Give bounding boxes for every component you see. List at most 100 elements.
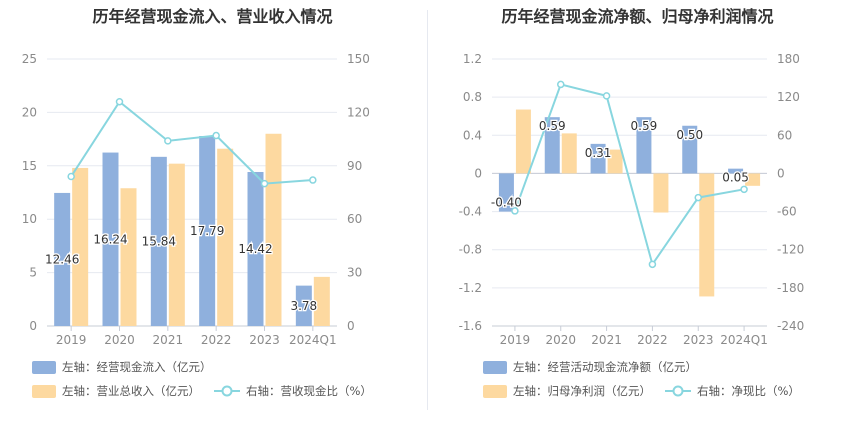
y-right-tick-label: 0 xyxy=(347,319,355,333)
line-point xyxy=(557,80,565,89)
legend-label: 右轴：净现比（%） xyxy=(697,384,800,398)
x-tick-label: 2024Q1 xyxy=(289,333,337,347)
panel-divider xyxy=(427,10,428,410)
data-label: 0.50 xyxy=(676,128,703,142)
legend-label: 左轴：营业总收入（亿元） xyxy=(62,384,200,398)
bar-primary xyxy=(199,136,216,326)
bar-secondary xyxy=(265,133,282,326)
legend-label: 左轴：经营活动现金流净额（亿元） xyxy=(513,360,697,374)
data-label: 3.78 xyxy=(290,299,317,313)
legend-row-2: 左轴：归母净利润（亿元） 右轴：净现比（%） xyxy=(483,383,814,399)
legend-swatch-bar-orange xyxy=(32,384,56,398)
legend-swatch-bar-orange xyxy=(483,384,507,398)
x-tick-label: 2021 xyxy=(153,333,184,347)
bar-secondary xyxy=(120,188,137,326)
y-left-tick-label: -0.4 xyxy=(459,205,482,219)
legend-row-2: 左轴：营业总收入（亿元） 右轴：营收现金比（%） xyxy=(32,383,386,399)
y-left-tick-label: 0 xyxy=(474,166,482,180)
x-tick-label: 2020 xyxy=(104,333,135,347)
bar-secondary xyxy=(515,109,531,174)
data-label: -0.40 xyxy=(491,196,522,210)
bar-primary xyxy=(102,152,119,326)
legend-item-cash-inflow[interactable]: 左轴：经营现金流入（亿元） xyxy=(32,359,212,375)
legend-item-operating-net-cash[interactable]: 左轴：经营活动现金流净额（亿元） xyxy=(483,359,697,375)
legend-label: 左轴：归母净利润（亿元） xyxy=(513,384,651,398)
x-tick-label: 2020 xyxy=(545,333,576,347)
line-point xyxy=(511,207,519,215)
line-point xyxy=(309,176,317,184)
legend-item-revenue-cash-ratio[interactable]: 右轴：营收现金比（%） xyxy=(214,383,372,399)
y-left-tick-label: 0.8 xyxy=(463,90,482,104)
legend-row-1: 左轴：经营活动现金流净额（亿元） xyxy=(483,359,711,375)
bar-primary xyxy=(54,192,71,326)
line-point xyxy=(602,92,611,100)
legend-swatch-bar-blue xyxy=(483,360,507,374)
y-right-tick-label: 60 xyxy=(777,128,792,142)
line-series xyxy=(70,100,313,185)
bar-primary xyxy=(295,285,312,326)
y-right-tick-label: -120 xyxy=(777,243,804,257)
y-left-tick-label: 15 xyxy=(22,159,37,173)
line-point xyxy=(115,97,124,106)
y-left-tick-label: 10 xyxy=(22,212,37,226)
y-left-tick-label: 25 xyxy=(22,52,37,66)
data-label: 16.24 xyxy=(93,232,127,246)
bar-secondary xyxy=(561,133,577,174)
bar-secondary xyxy=(745,173,761,186)
y-right-tick-label: -60 xyxy=(777,205,797,219)
y-right-tick-label: 90 xyxy=(347,159,362,173)
chart-title: 历年经营现金流净额、归母净利润情况 xyxy=(501,7,774,26)
chart-panel-net-cash-profit: 历年经营现金流净额、归母净利润情况 -1.6 -1.2 -0.8 -0.4 0 0.4 0.… xyxy=(425,0,850,437)
bar-secondary xyxy=(217,148,234,326)
legend-item-net-cash-ratio[interactable]: 右轴：净现比（%） xyxy=(665,383,800,399)
data-label: 0.05 xyxy=(722,171,749,185)
data-label: 0.59 xyxy=(539,119,566,133)
bar-secondary xyxy=(607,149,623,174)
bar-secondary xyxy=(72,167,89,326)
bar-secondary xyxy=(653,173,669,213)
bar-primary xyxy=(150,156,167,326)
x-tick-label: 2019 xyxy=(500,333,531,347)
bar-primary xyxy=(590,143,606,174)
y-right-tick-label: -240 xyxy=(777,319,804,333)
y-left-tick-label: 0 xyxy=(29,319,37,333)
y-right-tick-label: -180 xyxy=(777,281,804,295)
y-right-tick-label: 30 xyxy=(347,266,362,280)
legend-swatch-bar-blue xyxy=(32,360,56,374)
x-tick-label: 2022 xyxy=(637,333,668,347)
y-left-tick-label: 0.4 xyxy=(463,128,482,142)
bar-primary xyxy=(682,125,698,174)
legend-swatch-line-icon xyxy=(214,385,240,397)
y-left-tick-label: -0.8 xyxy=(459,243,482,257)
data-label: 17.79 xyxy=(190,224,224,238)
data-label: 14.42 xyxy=(238,242,272,256)
line-point xyxy=(164,137,172,145)
bar-secondary xyxy=(699,173,715,297)
bar-secondary xyxy=(168,163,185,326)
line-point xyxy=(67,172,75,181)
bar-primary xyxy=(498,173,514,212)
line-point xyxy=(648,260,657,269)
line-point xyxy=(694,193,702,202)
y-right-tick-label: 120 xyxy=(777,90,800,104)
y-right-tick-label: 60 xyxy=(347,212,362,226)
x-tick-label: 2023 xyxy=(683,333,714,347)
line-point xyxy=(260,179,269,188)
y-right-tick-label: 180 xyxy=(777,52,800,66)
line-point xyxy=(740,185,748,194)
legend-item-revenue[interactable]: 左轴：营业总收入（亿元） xyxy=(32,383,200,399)
y-left-tick-label: -1.6 xyxy=(459,319,482,333)
y-left-tick-label: 5 xyxy=(29,266,37,280)
data-label: 15.84 xyxy=(142,234,176,248)
y-left-tick-label: 1.2 xyxy=(463,52,482,66)
bar-secondary xyxy=(313,276,330,326)
data-label: 0.59 xyxy=(631,119,658,133)
net-cash-profit-plot: -1.6-1.2-0.8-0.400.40.81.2-240-180-120-6… xyxy=(459,52,805,347)
legend-swatch-line-icon xyxy=(665,385,691,397)
legend-item-net-profit[interactable]: 左轴：归母净利润（亿元） xyxy=(483,383,651,399)
y-left-tick-label: -1.2 xyxy=(459,281,482,295)
bar-primary xyxy=(728,168,744,174)
bar-primary xyxy=(247,171,264,326)
x-tick-label: 2023 xyxy=(249,333,280,347)
legend-label: 左轴：经营现金流入（亿元） xyxy=(62,360,212,374)
